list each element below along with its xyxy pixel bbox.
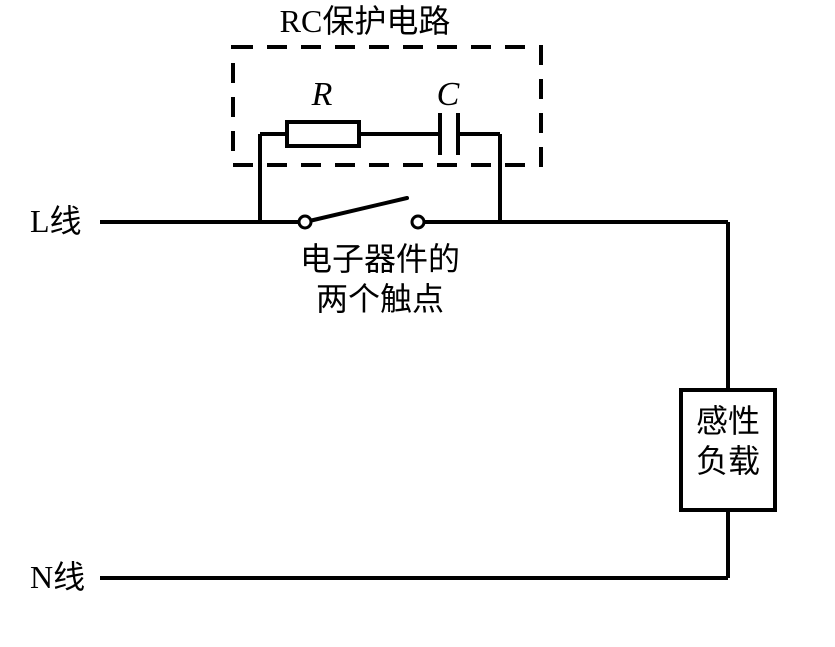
switch-contact-right: [412, 216, 424, 228]
label-contacts_l1: 电子器件的: [300, 241, 460, 277]
label-R: R: [311, 76, 333, 113]
label-load_l2: 负载: [696, 443, 760, 479]
label-load_l1: 感性: [696, 403, 760, 439]
label-C: C: [437, 76, 460, 113]
resistor-symbol: [287, 122, 359, 146]
switch-arm: [305, 198, 407, 222]
rc-protection-dashed-box: [233, 47, 541, 165]
label-N_line: N线: [30, 559, 85, 595]
label-contacts_l2: 两个触点: [316, 281, 444, 317]
switch-contact-left: [299, 216, 311, 228]
label-L_line: L线: [30, 203, 82, 239]
label-rc_title: RC保护电路: [280, 3, 451, 39]
